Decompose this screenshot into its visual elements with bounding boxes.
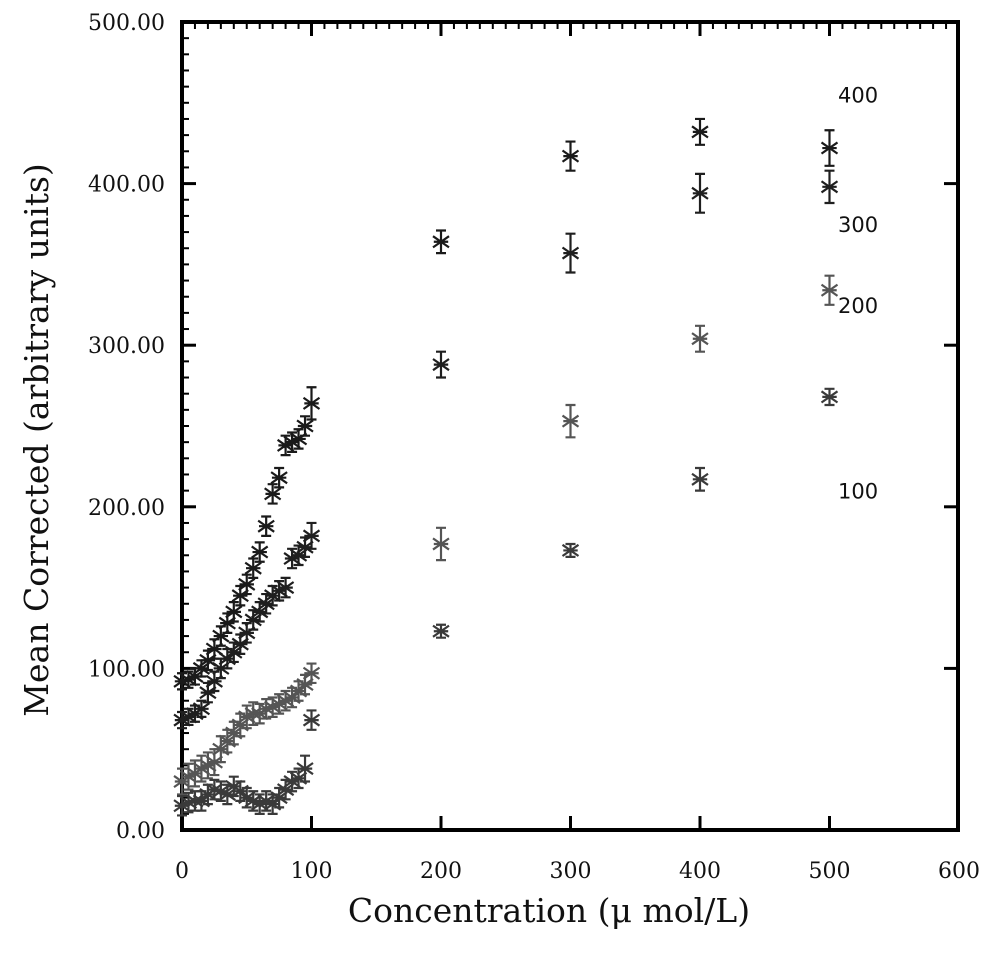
x-tick-label: 600 [938, 859, 980, 884]
y-tick-label: 300.00 [88, 334, 165, 359]
series-label-100: 100 [838, 480, 878, 504]
y-tick-label: 200.00 [88, 496, 165, 521]
series-200 [173, 274, 839, 796]
data-point [561, 246, 580, 260]
data-point [251, 605, 269, 619]
series-label-200: 200 [838, 294, 878, 318]
data-point [820, 283, 839, 297]
data-point [225, 605, 243, 619]
y-axis-title: Mean Corrected (arbitrary units) [17, 163, 56, 717]
plot-frame [180, 20, 960, 832]
data-point [244, 613, 262, 627]
x-tick-label: 500 [809, 859, 851, 884]
y-tick-label: 100.00 [88, 657, 165, 682]
data-point [264, 487, 282, 501]
data-point [270, 471, 288, 485]
data-point [192, 702, 211, 716]
x-tick-labels: 0 100 200 300 400 500 600 [175, 859, 980, 884]
series-label-400: 400 [838, 84, 878, 108]
data-point [238, 577, 256, 591]
data-point [691, 125, 709, 139]
data-point [231, 637, 249, 651]
data-point [302, 713, 321, 727]
data-point [561, 414, 580, 428]
y-tick-label: 0.00 [116, 819, 165, 844]
data-point [561, 149, 580, 163]
data-point [820, 141, 839, 155]
data-point [432, 358, 450, 372]
data-point [276, 581, 295, 595]
data-point [192, 661, 211, 675]
data-point [820, 180, 839, 194]
x-axis-title: Concentration (μ mol/L) [348, 891, 750, 930]
series-labels: 400 300 200 100 [838, 84, 878, 504]
data-point [257, 597, 275, 611]
data-point [296, 419, 314, 433]
data-points [173, 117, 839, 817]
y-tick-label: 400.00 [88, 173, 165, 198]
major-tick-marks [182, 22, 958, 830]
series-400 [173, 117, 839, 691]
data-point [218, 787, 236, 801]
data-point [691, 186, 709, 200]
data-point [820, 390, 839, 404]
data-point [296, 540, 314, 554]
data-point [296, 678, 314, 692]
data-point [270, 791, 288, 805]
data-point [302, 529, 321, 543]
series-300 [173, 169, 839, 730]
data-point [691, 332, 709, 346]
data-point [225, 645, 243, 659]
x-tick-label: 200 [420, 859, 462, 884]
data-point [199, 686, 217, 700]
data-point [296, 762, 314, 776]
data-point [691, 472, 709, 486]
data-point [302, 396, 321, 410]
data-point [302, 666, 321, 680]
data-point [276, 783, 295, 797]
data-point [251, 545, 269, 559]
y-tick-labels: 0.00 100.00 200.00 300.00 400.00 500.00 [88, 11, 165, 844]
series-100 [173, 387, 839, 817]
series-label-300: 300 [838, 213, 878, 237]
x-tick-label: 300 [550, 859, 592, 884]
data-point [432, 624, 450, 638]
data-point [432, 537, 450, 551]
y-tick-label: 500.00 [88, 11, 165, 36]
data-point [218, 616, 236, 630]
data-point [561, 543, 580, 557]
data-point [289, 548, 308, 562]
data-point [231, 589, 249, 603]
x-tick-label: 100 [291, 859, 333, 884]
data-point [432, 235, 450, 249]
x-tick-label: 0 [175, 859, 189, 884]
x-tick-label: 400 [679, 859, 721, 884]
data-point [244, 561, 262, 575]
data-point [257, 519, 275, 533]
